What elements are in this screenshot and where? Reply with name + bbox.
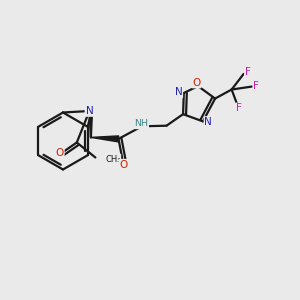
Text: O: O bbox=[56, 148, 64, 158]
Text: CH₃: CH₃ bbox=[105, 154, 121, 164]
Polygon shape bbox=[91, 136, 119, 142]
Text: F: F bbox=[236, 103, 242, 113]
Text: F: F bbox=[253, 81, 259, 91]
Text: N: N bbox=[85, 106, 93, 116]
Text: NH: NH bbox=[134, 119, 148, 128]
Text: O: O bbox=[192, 77, 201, 88]
Text: N: N bbox=[175, 87, 182, 98]
Text: N: N bbox=[205, 117, 212, 127]
Text: O: O bbox=[119, 160, 128, 170]
Text: F: F bbox=[245, 68, 251, 77]
